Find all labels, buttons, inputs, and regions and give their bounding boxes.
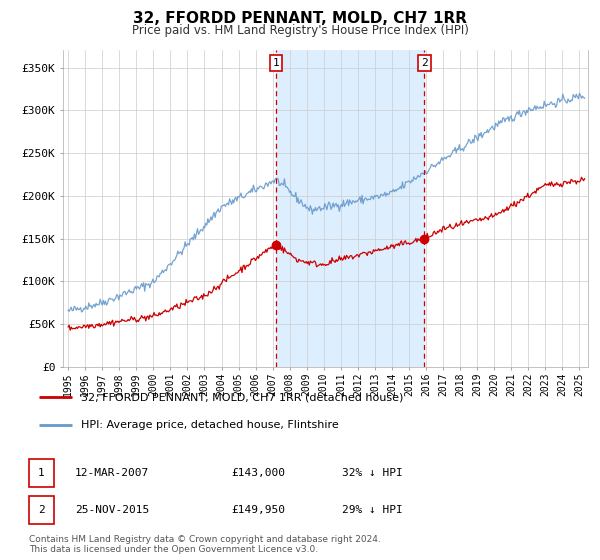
- Text: 29% ↓ HPI: 29% ↓ HPI: [342, 505, 403, 515]
- Text: 12-MAR-2007: 12-MAR-2007: [75, 468, 149, 478]
- Text: 2: 2: [38, 505, 45, 515]
- Text: This data is licensed under the Open Government Licence v3.0.: This data is licensed under the Open Gov…: [29, 545, 318, 554]
- Text: 32, FFORDD PENNANT, MOLD, CH7 1RR: 32, FFORDD PENNANT, MOLD, CH7 1RR: [133, 11, 467, 26]
- Text: £149,950: £149,950: [231, 505, 285, 515]
- Text: Price paid vs. HM Land Registry's House Price Index (HPI): Price paid vs. HM Land Registry's House …: [131, 24, 469, 36]
- Text: 1: 1: [272, 58, 279, 68]
- Bar: [276, 50, 424, 367]
- Text: £143,000: £143,000: [231, 468, 285, 478]
- Text: 32% ↓ HPI: 32% ↓ HPI: [342, 468, 403, 478]
- Text: 2: 2: [421, 58, 428, 68]
- Text: Contains HM Land Registry data © Crown copyright and database right 2024.: Contains HM Land Registry data © Crown c…: [29, 535, 380, 544]
- Text: 25-NOV-2015: 25-NOV-2015: [75, 505, 149, 515]
- Text: 1: 1: [38, 468, 45, 478]
- Text: HPI: Average price, detached house, Flintshire: HPI: Average price, detached house, Flin…: [82, 420, 339, 430]
- Text: 32, FFORDD PENNANT, MOLD, CH7 1RR (detached house): 32, FFORDD PENNANT, MOLD, CH7 1RR (detac…: [82, 392, 404, 402]
